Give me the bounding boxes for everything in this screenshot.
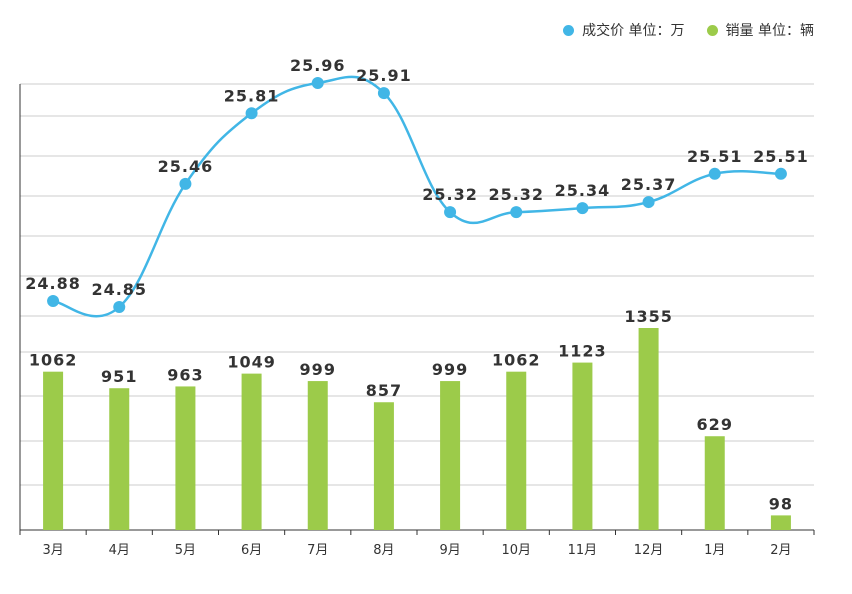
bar-0 [43,371,64,530]
x-tick-label-5: 8月 [373,543,394,558]
bar-label-8: 1123 [558,342,607,361]
bar-label-3: 1049 [227,353,276,372]
price-line [52,75,781,318]
bar-label-9: 1355 [624,307,673,326]
price-label-6: 25.32 [422,185,478,204]
bar-3 [241,373,262,530]
x-tick-label-2: 5月 [175,543,196,558]
bar-7 [506,371,527,530]
price-label-1: 24.85 [91,280,147,299]
legend: 成交价 单位：万 销量 单位：辆 [541,20,814,40]
price-point-9 [642,196,655,209]
price-label-9: 25.37 [621,175,677,194]
x-tick-label-4: 7月 [307,543,328,558]
legend-item-price[interactable]: 成交价 单位：万 [563,20,685,40]
price-point-2 [179,177,192,190]
price-point-4 [311,77,324,89]
x-tick-label-7: 10月 [501,543,531,558]
price-label-8: 25.34 [555,181,611,200]
bar-label-10: 629 [697,415,733,434]
legend-item-sales[interactable]: 销量 单位：辆 [706,20,814,40]
price-point-5 [377,87,390,100]
bar-11 [770,515,791,530]
price-point-0 [47,294,60,307]
bar-label-1: 951 [101,367,137,386]
bar-9 [638,328,659,530]
price-label-0: 24.88 [25,274,81,293]
legend-dot-sales-icon [706,24,718,36]
price-label-5: 25.91 [356,66,412,85]
legend-dot-price-icon [563,24,575,36]
x-tick-label-9: 12月 [634,543,664,558]
price-point-10 [708,167,721,180]
price-label-4: 25.96 [290,56,346,75]
x-tick-label-3: 6月 [241,543,262,558]
bar-label-11: 98 [769,494,793,513]
x-tick-label-6: 9月 [439,543,460,558]
bar-5 [373,402,394,530]
bar-4 [307,381,328,530]
bar-10 [704,436,725,530]
bar-label-5: 857 [366,381,402,400]
price-point-11 [774,167,787,180]
bar-label-4: 999 [300,360,336,379]
price-label-2: 25.46 [158,157,214,176]
price-point-6 [444,206,457,219]
price-label-7: 25.32 [488,185,544,204]
bar-2 [175,386,196,530]
x-tick-label-8: 11月 [568,543,598,558]
legend-label-price: 成交价 单位：万 [582,23,685,39]
price-label-3: 25.81 [224,86,280,105]
price-point-1 [113,301,126,313]
x-tick-label-10: 1月 [704,543,725,558]
price-label-11: 25.51 [753,147,809,166]
x-tick-label-1: 4月 [109,543,130,558]
price-point-3 [245,107,258,120]
bar-label-2: 963 [167,365,203,384]
bar-label-7: 1062 [492,351,541,370]
price-point-7 [510,206,523,219]
bar-1 [109,388,130,530]
bar-label-0: 1062 [29,351,78,370]
price-point-8 [576,202,589,215]
bar-8 [572,362,593,530]
bar-label-6: 999 [432,360,468,379]
x-tick-label-0: 3月 [42,543,63,558]
bar-6 [440,381,461,530]
x-tick-label-11: 2月 [770,543,791,558]
legend-label-sales: 销量 单位：辆 [725,23,814,39]
price-label-10: 25.51 [687,147,743,166]
